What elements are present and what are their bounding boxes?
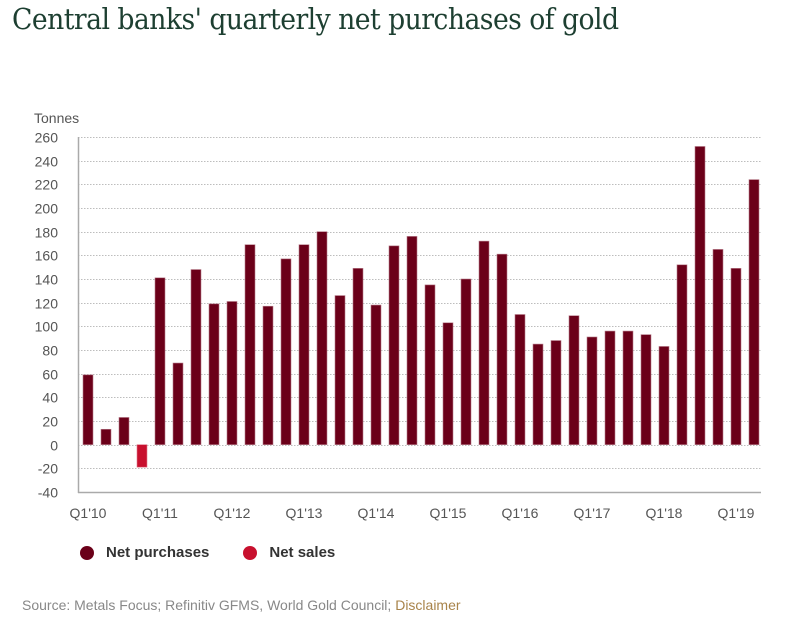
bar-Q418[interactable] — [712, 249, 724, 445]
y-tick-label: -40 — [38, 485, 58, 501]
y-tick-label: 100 — [35, 319, 59, 335]
bar-Q119[interactable] — [730, 268, 742, 445]
x-tick-label: Q1'12 — [214, 505, 251, 521]
bar-Q316[interactable] — [550, 340, 562, 445]
bar-Q313[interactable] — [334, 295, 346, 445]
bar-Q110[interactable] — [82, 374, 94, 445]
bar-Q111[interactable] — [154, 277, 166, 445]
bar-Q219[interactable] — [748, 179, 760, 445]
legend-label: Net sales — [269, 544, 336, 561]
bar-Q413[interactable] — [352, 268, 364, 445]
bars — [82, 146, 760, 468]
y-tick-label: 40 — [42, 390, 58, 406]
y-tick-label: 180 — [35, 225, 59, 241]
net-sales-dot-icon — [243, 545, 258, 560]
bar-Q410[interactable] — [136, 444, 148, 468]
y-tick-label: 80 — [42, 343, 58, 359]
bar-chart: 260240220200180160140120100806040200-20-… — [35, 130, 761, 521]
y-axis-tick-labels: 260240220200180160140120100806040200-20-… — [35, 130, 59, 501]
x-tick-label: Q1'13 — [286, 505, 323, 521]
x-tick-label: Q1'11 — [142, 505, 178, 521]
y-tick-label: 0 — [50, 438, 58, 454]
bar-Q216[interactable] — [532, 343, 544, 445]
bar-Q217[interactable] — [604, 330, 616, 445]
bar-Q411[interactable] — [208, 303, 220, 445]
x-tick-label: Q1'18 — [646, 505, 683, 521]
y-tick-label: 20 — [42, 414, 58, 430]
y-tick-label: 200 — [35, 201, 59, 217]
y-tick-label: 120 — [35, 296, 59, 312]
y-tick-label: 220 — [35, 177, 59, 193]
bar-Q214[interactable] — [388, 245, 400, 445]
bar-Q210[interactable] — [100, 428, 112, 445]
bar-Q318[interactable] — [694, 146, 706, 445]
legend-item-net-sales[interactable]: Net sales — [243, 544, 335, 561]
x-axis-tick-labels: Q1'10 Q1'11 Q1'12 Q1'13 Q1'14 Q1'15 Q1'16 Q1'17… — [70, 505, 755, 521]
bar-Q117[interactable] — [586, 336, 598, 445]
bar-Q414[interactable] — [424, 284, 436, 445]
bar-Q114[interactable] — [370, 304, 382, 445]
source-note: Source: Metals Focus; Refinitiv GFMS, Wo… — [22, 597, 461, 613]
legend: Net purchases Net sales — [80, 544, 369, 561]
y-tick-label: -20 — [38, 461, 58, 477]
legend-label: Net purchases — [106, 544, 210, 561]
bar-Q317[interactable] — [622, 330, 634, 445]
bar-Q213[interactable] — [316, 231, 328, 445]
bar-Q314[interactable] — [406, 236, 418, 445]
x-tick-label: Q1'16 — [502, 505, 539, 521]
bar-Q415[interactable] — [496, 253, 508, 445]
y-axis-unit-label: Tonnes — [34, 110, 80, 126]
x-tick-label: Q1'14 — [358, 505, 395, 521]
bar-Q215[interactable] — [460, 278, 472, 445]
y-tick-label: 240 — [35, 154, 59, 170]
bar-Q116[interactable] — [514, 314, 526, 445]
bar-Q118[interactable] — [658, 346, 670, 445]
bar-Q218[interactable] — [676, 264, 688, 445]
bar-Q310[interactable] — [118, 417, 130, 445]
axes — [77, 137, 761, 494]
x-tick-label: Q1'10 — [70, 505, 107, 521]
x-tick-label: Q1'15 — [430, 505, 467, 521]
y-tick-label: 140 — [35, 272, 59, 288]
bar-Q212[interactable] — [244, 244, 256, 445]
x-tick-label: Q1'19 — [718, 505, 755, 521]
legend-item-net-purchases[interactable]: Net purchases — [80, 544, 209, 561]
y-tick-label: 60 — [42, 367, 58, 383]
disclaimer-link[interactable]: Disclaimer — [395, 597, 461, 613]
bar-Q113[interactable] — [298, 244, 310, 445]
source-text: Source: Metals Focus; Refinitiv GFMS, Wo… — [22, 597, 396, 613]
bar-Q211[interactable] — [172, 362, 184, 445]
bar-Q412[interactable] — [280, 258, 292, 445]
chart-title: Central banks' quarterly net purchases o… — [12, 2, 619, 36]
y-tick-label: 260 — [35, 130, 59, 146]
bar-Q115[interactable] — [442, 322, 454, 445]
bar-Q112[interactable] — [226, 301, 238, 445]
bar-Q312[interactable] — [262, 305, 274, 445]
bar-Q417[interactable] — [640, 334, 652, 445]
bar-Q416[interactable] — [568, 315, 580, 445]
bar-Q311[interactable] — [190, 269, 202, 445]
net-purchases-dot-icon — [80, 545, 94, 560]
y-tick-label: 160 — [35, 248, 59, 264]
bar-Q315[interactable] — [478, 240, 490, 445]
x-tick-label: Q1'17 — [574, 505, 611, 521]
